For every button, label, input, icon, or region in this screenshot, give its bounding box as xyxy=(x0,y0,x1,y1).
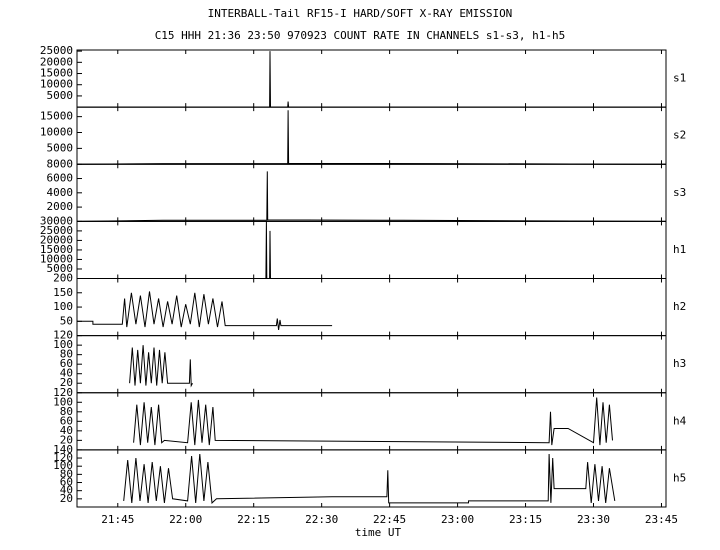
y-tick-label: 50 xyxy=(60,314,73,327)
y-tick-label: 100 xyxy=(53,459,73,472)
y-tick-label: 6000 xyxy=(47,172,74,185)
y-tick-label: 40 xyxy=(60,484,73,497)
panel-label: h1 xyxy=(673,243,686,256)
x-tick-label: 22:00 xyxy=(169,513,202,526)
y-tick-label: 20000 xyxy=(40,55,73,68)
x-tick-label: 23:45 xyxy=(645,513,678,526)
y-tick-label: 80 xyxy=(60,348,73,361)
y-tick-label: 5000 xyxy=(47,89,74,102)
y-tick-label: 10000 xyxy=(40,126,73,139)
y-tick-label: 100 xyxy=(53,395,73,408)
y-tick-label: 8000 xyxy=(47,157,74,170)
data-line xyxy=(77,291,333,330)
x-tick-label: 23:00 xyxy=(441,513,474,526)
data-line xyxy=(76,171,667,222)
y-tick-label: 25000 xyxy=(40,44,73,57)
x-tick-label: 21:45 xyxy=(101,513,134,526)
panel-frame xyxy=(76,449,667,508)
x-tick-label: 22:15 xyxy=(237,513,270,526)
x-axis-label: time UT xyxy=(355,526,402,539)
y-tick-label: 120 xyxy=(53,386,73,399)
y-tick-label: 4000 xyxy=(47,186,74,199)
chart-subtitle: C15 HHH 21:36 23:50 970923 COUNT RATE IN… xyxy=(155,29,566,42)
data-line xyxy=(133,397,613,446)
y-tick-label: 15000 xyxy=(40,243,73,256)
panel-label: s3 xyxy=(673,186,686,199)
data-line xyxy=(129,345,193,388)
y-tick-label: 80 xyxy=(60,405,73,418)
y-tick-label: 60 xyxy=(60,357,73,370)
panel-label: s1 xyxy=(673,72,686,85)
y-tick-label: 10000 xyxy=(40,252,73,265)
y-tick-label: 100 xyxy=(53,300,73,313)
y-tick-label: 20 xyxy=(60,376,73,389)
y-tick-label: 120 xyxy=(53,329,73,342)
y-tick-label: 60 xyxy=(60,476,73,489)
data-line xyxy=(123,453,616,504)
panel-label: s2 xyxy=(673,129,686,142)
y-tick-label: 15000 xyxy=(40,110,73,123)
y-tick-label: 200 xyxy=(53,272,73,285)
y-tick-label: 10000 xyxy=(40,78,73,91)
y-tick-label: 120 xyxy=(53,451,73,464)
y-tick-label: 15000 xyxy=(40,67,73,80)
panel-label: h3 xyxy=(673,357,686,370)
y-tick-label: 20 xyxy=(60,492,73,505)
panel-label: h4 xyxy=(673,414,687,427)
panel-label: h2 xyxy=(673,300,686,313)
y-tick-label: 40 xyxy=(60,424,73,437)
y-tick-label: 140 xyxy=(53,443,73,456)
y-tick-label: 5000 xyxy=(47,141,74,154)
x-tick-label: 22:45 xyxy=(373,513,406,526)
y-tick-label: 2000 xyxy=(47,200,74,213)
data-line xyxy=(76,110,667,165)
y-tick-label: 40 xyxy=(60,367,73,380)
x-tick-label: 22:30 xyxy=(305,513,338,526)
y-tick-label: 20 xyxy=(60,433,73,446)
y-tick-label: 60 xyxy=(60,414,73,427)
y-tick-label: 80 xyxy=(60,467,73,480)
y-tick-label: 25000 xyxy=(40,224,73,237)
y-tick-label: 100 xyxy=(53,338,73,351)
y-tick-label: 5000 xyxy=(47,262,74,275)
chart-title: INTERBALL-Tail RF15-I HARD/SOFT X-RAY EM… xyxy=(208,7,513,20)
x-tick-label: 23:15 xyxy=(509,513,542,526)
y-tick-label: 150 xyxy=(53,286,73,299)
y-tick-label: 20000 xyxy=(40,233,73,246)
panel-label: h5 xyxy=(673,471,686,484)
x-tick-label: 23:30 xyxy=(577,513,610,526)
y-tick-label: 30000 xyxy=(40,214,73,227)
